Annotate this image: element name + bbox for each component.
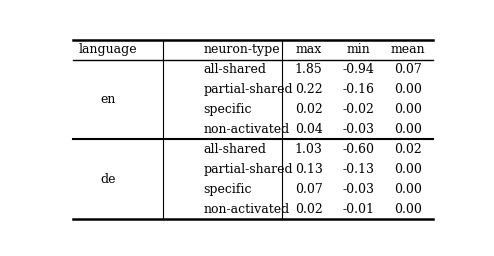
- Text: -0.60: -0.60: [342, 143, 374, 156]
- Text: -0.03: -0.03: [342, 123, 374, 136]
- Text: -0.02: -0.02: [342, 103, 374, 116]
- Text: de: de: [100, 173, 116, 186]
- Text: 0.04: 0.04: [295, 123, 323, 136]
- Text: 0.00: 0.00: [394, 123, 422, 136]
- Text: -0.94: -0.94: [342, 63, 374, 76]
- Text: -0.13: -0.13: [342, 163, 374, 176]
- Text: 0.07: 0.07: [295, 183, 323, 196]
- Text: mean: mean: [391, 43, 425, 56]
- Text: 0.00: 0.00: [394, 183, 422, 196]
- Text: 0.00: 0.00: [394, 103, 422, 116]
- Text: 0.02: 0.02: [295, 202, 323, 216]
- Text: specific: specific: [204, 103, 252, 116]
- Text: -0.01: -0.01: [342, 202, 374, 216]
- Text: -0.16: -0.16: [342, 83, 374, 96]
- Text: 1.03: 1.03: [295, 143, 323, 156]
- Text: 0.02: 0.02: [295, 103, 323, 116]
- Text: language: language: [79, 43, 137, 56]
- Text: neuron-type: neuron-type: [204, 43, 280, 56]
- Text: 0.00: 0.00: [394, 83, 422, 96]
- Text: 1.85: 1.85: [295, 63, 323, 76]
- Text: partial-shared: partial-shared: [204, 163, 293, 176]
- Text: partial-shared: partial-shared: [204, 83, 293, 96]
- Text: non-activated: non-activated: [204, 123, 289, 136]
- Text: specific: specific: [204, 183, 252, 196]
- Text: -0.03: -0.03: [342, 183, 374, 196]
- Text: 0.02: 0.02: [394, 143, 422, 156]
- Text: en: en: [100, 93, 116, 106]
- Text: non-activated: non-activated: [204, 202, 289, 216]
- Text: 0.00: 0.00: [394, 163, 422, 176]
- Text: 0.22: 0.22: [295, 83, 323, 96]
- Text: max: max: [295, 43, 322, 56]
- Text: 0.13: 0.13: [295, 163, 323, 176]
- Text: all-shared: all-shared: [204, 143, 266, 156]
- Text: 0.00: 0.00: [394, 202, 422, 216]
- Text: all-shared: all-shared: [204, 63, 266, 76]
- Text: min: min: [347, 43, 370, 56]
- Text: 0.07: 0.07: [394, 63, 422, 76]
